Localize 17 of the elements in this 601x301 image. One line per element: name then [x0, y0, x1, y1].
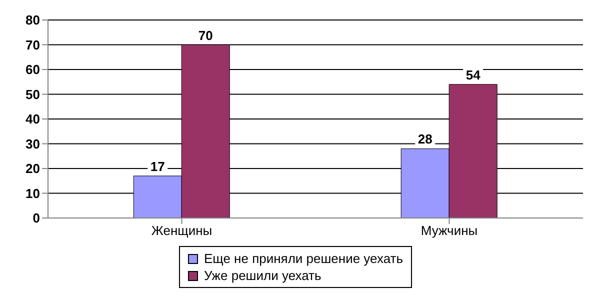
legend-label: Еще не приняли решение уехать: [204, 250, 404, 267]
y-tick-label: 10: [26, 186, 40, 201]
y-tick-label: 50: [26, 86, 40, 102]
x-tick-label: Мужчины: [420, 223, 478, 238]
y-tick-label: 40: [26, 112, 40, 127]
y-tick-label: 20: [26, 161, 40, 176]
y-tick-label: 80: [26, 12, 40, 28]
y-tick-label: 70: [26, 37, 40, 52]
y-tick-label: 60: [26, 62, 40, 78]
y-tick-label: 0: [32, 210, 40, 226]
legend-label: Уже решили уехать: [204, 267, 322, 284]
data-label: 54: [466, 67, 482, 82]
y-tick-label: 30: [26, 136, 40, 152]
x-tick-label: Женщины: [151, 223, 212, 238]
data-label: 17: [150, 158, 165, 174]
data-label: 28: [418, 132, 432, 147]
data-label: 70: [198, 28, 213, 43]
